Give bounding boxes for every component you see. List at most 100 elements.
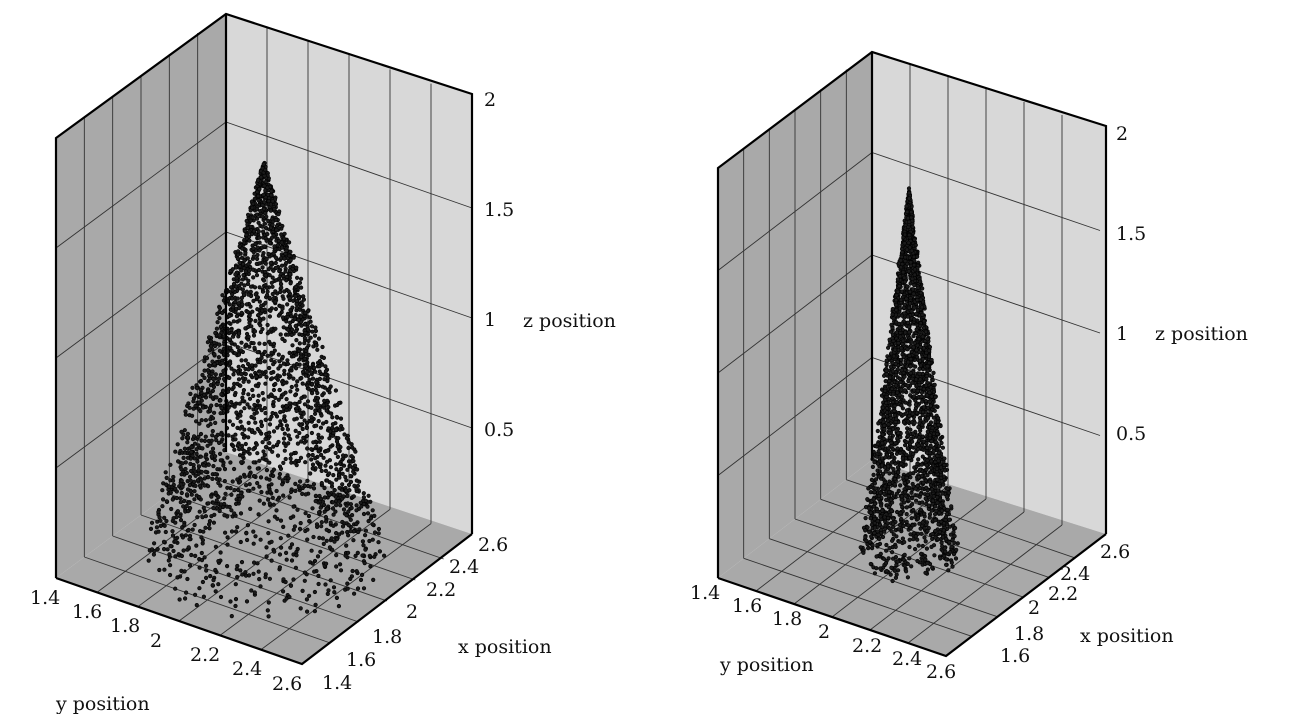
data-point [271, 467, 277, 472]
point-cloud-right [858, 186, 960, 584]
data-point [285, 302, 290, 307]
data-point [895, 465, 901, 470]
data-point [226, 433, 231, 438]
data-point [273, 289, 278, 294]
data-point [247, 238, 252, 243]
data-point [237, 479, 243, 484]
data-point [276, 313, 282, 318]
data-point [225, 563, 230, 569]
data-point [911, 507, 916, 513]
data-point [194, 447, 199, 452]
data-point [276, 366, 281, 371]
data-point [363, 533, 368, 538]
data-point [382, 553, 387, 558]
data-point [328, 384, 333, 389]
data-point [245, 225, 250, 230]
data-point [196, 443, 201, 448]
data-point [192, 522, 197, 528]
data-point [269, 392, 274, 397]
data-point [185, 455, 190, 460]
data-point [310, 462, 316, 467]
data-point [239, 443, 245, 448]
data-point [317, 369, 322, 374]
data-point [372, 513, 377, 519]
data-point [891, 467, 896, 472]
data-point [251, 529, 256, 534]
data-point [358, 577, 364, 583]
data-point [276, 397, 281, 402]
data-point [273, 306, 279, 312]
data-point [330, 422, 336, 427]
ztick-label: 1.5 [484, 199, 514, 221]
data-point [243, 441, 248, 447]
data-point [306, 343, 311, 348]
data-point [180, 436, 185, 441]
data-point [923, 496, 928, 501]
data-point [324, 561, 329, 566]
data-point [175, 509, 180, 514]
data-point [350, 445, 355, 450]
data-point [291, 504, 296, 509]
data-point [370, 508, 375, 513]
data-point [250, 367, 255, 372]
data-point [909, 502, 915, 507]
data-point [332, 590, 337, 595]
data-point [361, 511, 367, 517]
data-point [245, 256, 250, 261]
data-point [179, 478, 184, 484]
data-point [206, 462, 211, 467]
data-point [345, 581, 350, 586]
data-point [315, 524, 320, 530]
data-point [306, 338, 311, 344]
data-point [262, 221, 267, 226]
data-point [187, 500, 192, 505]
data-point [197, 421, 202, 426]
data-point [900, 505, 905, 510]
data-point [939, 540, 944, 546]
data-point [235, 477, 240, 482]
data-point [262, 244, 267, 249]
data-point [867, 539, 873, 545]
data-point [162, 515, 167, 520]
data-point [344, 503, 349, 508]
data-point [319, 520, 324, 525]
data-point [277, 359, 282, 364]
data-point [288, 389, 293, 394]
data-point [302, 418, 307, 423]
wall-grid-line [55, 341, 227, 469]
data-point [327, 458, 333, 463]
data-point [236, 493, 241, 499]
data-point [256, 393, 261, 398]
data-point [326, 426, 331, 431]
data-point [261, 206, 267, 212]
data-point [310, 466, 315, 471]
data-point [218, 324, 223, 330]
data-point [313, 602, 318, 608]
data-point [196, 471, 201, 477]
data-point [884, 497, 889, 503]
data-point [241, 388, 246, 393]
data-point [360, 539, 366, 544]
data-point [200, 446, 205, 451]
data-point [257, 299, 262, 304]
data-point [216, 494, 221, 500]
xtick-label: 2.2 [426, 579, 456, 601]
data-point [263, 445, 269, 450]
data-point [920, 399, 925, 404]
data-point [299, 375, 304, 381]
data-point [218, 594, 224, 600]
data-point [148, 526, 154, 532]
data-point [282, 231, 287, 236]
data-point [208, 422, 213, 427]
data-point [323, 463, 328, 468]
data-point [346, 550, 351, 555]
data-point [361, 543, 366, 548]
data-point [891, 316, 896, 321]
data-point [269, 280, 274, 285]
data-point [198, 431, 204, 437]
data-point [876, 532, 881, 538]
data-point [897, 306, 903, 311]
data-point [926, 354, 932, 359]
data-point [210, 583, 215, 588]
